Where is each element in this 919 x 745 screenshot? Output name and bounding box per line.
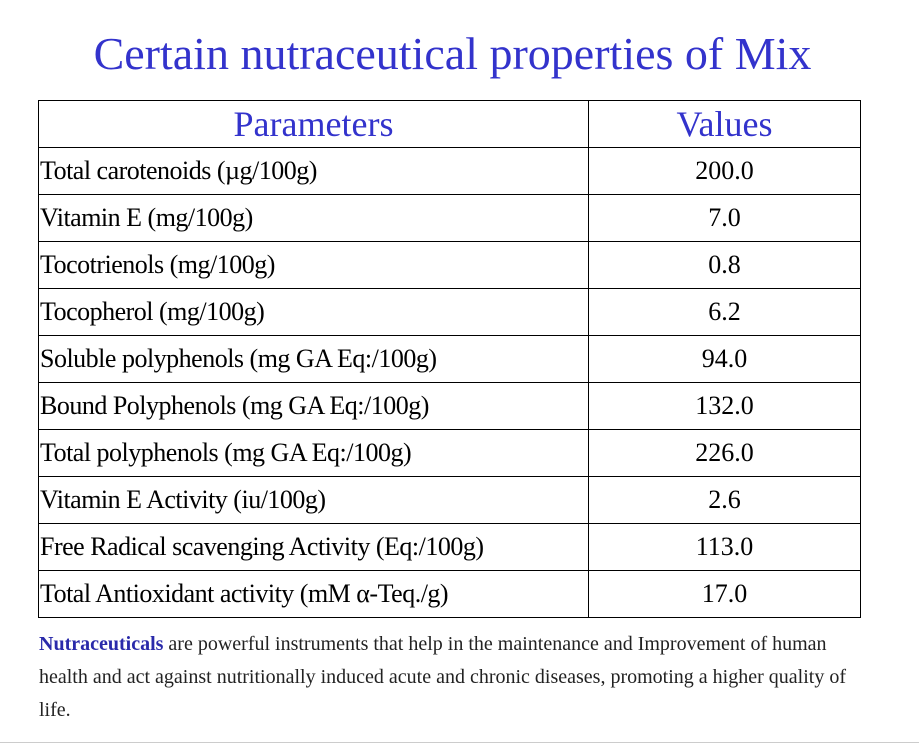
table-row: Vitamin E (mg/100g) 7.0 — [38, 194, 861, 242]
parameter-cell: Total Antioxidant activity (mM α-Teq./g) — [38, 570, 589, 618]
parameter-cell: Free Radical scavenging Activity (Eq:/10… — [38, 523, 589, 571]
parameter-cell: Soluble polyphenols (mg GA Eq:/100g) — [38, 335, 589, 383]
table-row: Tocopherol (mg/100g) 6.2 — [38, 288, 861, 336]
value-cell: 0.8 — [588, 241, 861, 289]
table-row: Tocotrienols (mg/100g) 0.8 — [38, 241, 861, 289]
parameter-cell: Vitamin E Activity (iu/100g) — [38, 476, 589, 524]
parameter-cell: Tocopherol (mg/100g) — [38, 288, 589, 336]
value-cell: 200.0 — [588, 147, 861, 195]
value-cell: 94.0 — [588, 335, 861, 383]
table-row: Total Antioxidant activity (mM α-Teq./g)… — [38, 570, 861, 618]
parameter-cell: Vitamin E (mg/100g) — [38, 194, 589, 242]
table-body: Total carotenoids (µg/100g) 200.0 Vitamin … — [38, 147, 861, 618]
slide-title: Certain nutraceutical properties of Mix — [93, 28, 812, 79]
parameter-cell: Total polyphenols (mg GA Eq:/100g) — [38, 429, 589, 477]
table-row: Free Radical scavenging Activity (Eq:/10… — [38, 523, 861, 571]
parameters-table: Parameters Values Total carotenoids (µg/… — [38, 100, 861, 618]
value-cell: 226.0 — [588, 429, 861, 477]
table-header-row: Parameters Values — [38, 100, 861, 148]
value-cell: 132.0 — [588, 382, 861, 430]
parameter-cell: Bound Polyphenols (mg GA Eq:/100g) — [38, 382, 589, 430]
value-cell: 2.6 — [588, 476, 861, 524]
bottom-divider — [0, 742, 919, 743]
table-row: Soluble polyphenols (mg GA Eq:/100g) 94.0 — [38, 335, 861, 383]
value-cell: 6.2 — [588, 288, 861, 336]
parameter-cell: Tocotrienols (mg/100g) — [38, 241, 589, 289]
header-parameters: Parameters — [38, 100, 589, 148]
nutraceuticals-note: Nutraceuticals are powerful instruments … — [39, 628, 879, 727]
note-text: are powerful instruments that help in th… — [39, 633, 846, 721]
value-cell: 7.0 — [588, 194, 861, 242]
table-row: Total carotenoids (µg/100g) 200.0 — [38, 147, 861, 195]
note-term: Nutraceuticals — [39, 633, 164, 655]
header-values: Values — [588, 100, 861, 148]
table-row: Total polyphenols (mg GA Eq:/100g) 226.0 — [38, 429, 861, 477]
parameter-cell: Total carotenoids (µg/100g) — [38, 147, 589, 195]
value-cell: 113.0 — [588, 523, 861, 571]
value-cell: 17.0 — [588, 570, 861, 618]
table-row: Vitamin E Activity (iu/100g) 2.6 — [38, 476, 861, 524]
table-row: Bound Polyphenols (mg GA Eq:/100g) 132.0 — [38, 382, 861, 430]
